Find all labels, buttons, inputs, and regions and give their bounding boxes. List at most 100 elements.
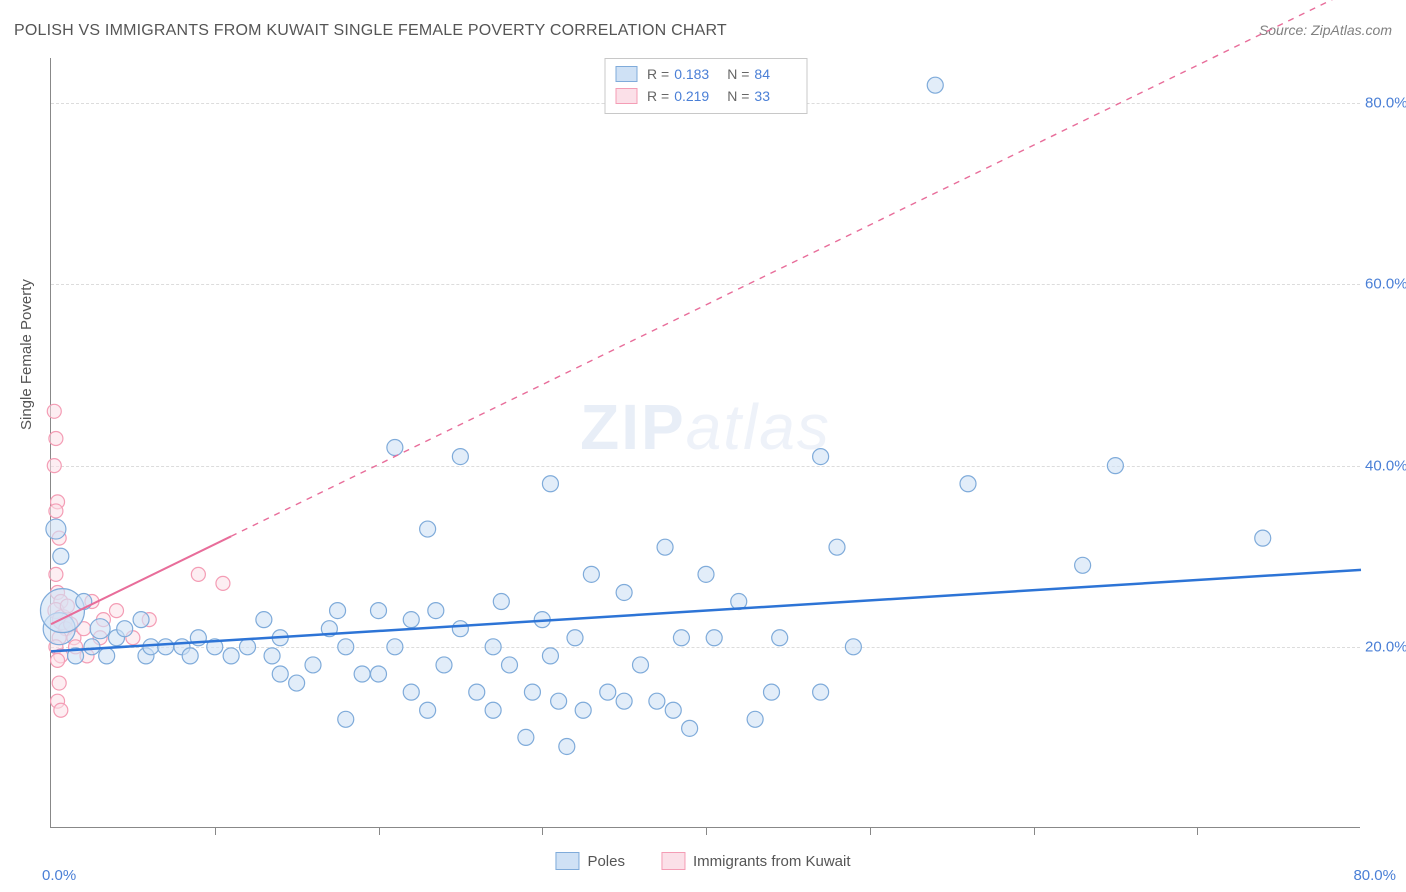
point-poles (371, 603, 387, 619)
swatch-kuwait (615, 88, 637, 104)
r-label: R = (647, 85, 669, 107)
point-poles (240, 639, 256, 655)
x-tick (706, 827, 707, 835)
r-label: R = (647, 63, 669, 85)
y-tick-label: 40.0% (1365, 457, 1406, 474)
point-poles (256, 612, 272, 628)
point-poles (524, 684, 540, 700)
point-poles (542, 476, 558, 492)
point-poles (633, 657, 649, 673)
x-tick (542, 827, 543, 835)
point-poles (665, 702, 681, 718)
stats-row-kuwait: R = 0.219 N = 33 (615, 85, 788, 107)
point-poles (567, 630, 583, 646)
chart-title: POLISH VS IMMIGRANTS FROM KUWAIT SINGLE … (14, 22, 727, 40)
point-poles (502, 657, 518, 673)
point-poles (272, 666, 288, 682)
point-poles (84, 639, 100, 655)
stats-box: R = 0.183 N = 84 R = 0.219 N = 33 (604, 58, 807, 114)
n-value-kuwait: 33 (754, 85, 770, 107)
plot-area: ZIPatlas 20.0%40.0%60.0%80.0% R = 0.183 … (50, 58, 1360, 828)
point-poles (829, 539, 845, 555)
point-poles (99, 648, 115, 664)
legend-item-poles: Poles (555, 852, 625, 870)
point-poles (452, 449, 468, 465)
point-poles (420, 702, 436, 718)
point-poles (772, 630, 788, 646)
point-kuwait (52, 676, 66, 690)
legend-item-kuwait: Immigrants from Kuwait (661, 852, 851, 870)
legend-label-poles: Poles (587, 853, 625, 870)
point-poles (682, 720, 698, 736)
y-tick-label: 20.0% (1365, 638, 1406, 655)
point-poles (436, 657, 452, 673)
r-value-poles: 0.183 (674, 63, 709, 85)
point-poles (1107, 458, 1123, 474)
point-poles (764, 684, 780, 700)
x-tick (870, 827, 871, 835)
point-poles (452, 621, 468, 637)
point-poles (673, 630, 689, 646)
point-poles (117, 621, 133, 637)
point-poles (289, 675, 305, 691)
point-poles (616, 693, 632, 709)
point-poles (616, 584, 632, 600)
point-kuwait (49, 504, 63, 518)
point-poles (485, 702, 501, 718)
point-kuwait (216, 576, 230, 590)
n-value-poles: 84 (754, 63, 770, 85)
point-poles (583, 566, 599, 582)
x-max-label: 80.0% (1353, 867, 1396, 884)
point-poles (428, 603, 444, 619)
x-tick (379, 827, 380, 835)
point-poles (387, 639, 403, 655)
point-poles (845, 639, 861, 655)
point-poles (182, 648, 198, 664)
point-kuwait (191, 567, 205, 581)
point-poles (133, 612, 149, 628)
point-poles (469, 684, 485, 700)
n-label: N = (727, 63, 749, 85)
point-kuwait (49, 431, 63, 445)
swatch-poles (555, 852, 579, 870)
point-poles (813, 684, 829, 700)
point-poles (264, 648, 280, 664)
point-poles (330, 603, 346, 619)
y-tick-label: 60.0% (1365, 276, 1406, 293)
source-attribution: Source: ZipAtlas.com (1259, 22, 1392, 38)
trendline-kuwait-solid (51, 536, 231, 624)
point-poles (600, 684, 616, 700)
point-kuwait (54, 703, 68, 717)
point-poles (493, 594, 509, 610)
point-poles (813, 449, 829, 465)
point-kuwait (49, 567, 63, 581)
point-poles (1075, 557, 1091, 573)
point-poles (143, 639, 159, 655)
point-poles (559, 738, 575, 754)
x-tick (1034, 827, 1035, 835)
point-poles (747, 711, 763, 727)
legend-label-kuwait: Immigrants from Kuwait (693, 853, 851, 870)
point-poles (223, 648, 239, 664)
r-value-kuwait: 0.219 (674, 85, 709, 107)
point-poles (485, 639, 501, 655)
swatch-poles (615, 66, 637, 82)
point-poles (338, 711, 354, 727)
legend-bottom: Poles Immigrants from Kuwait (537, 852, 868, 870)
n-label: N = (727, 85, 749, 107)
x-tick (1197, 827, 1198, 835)
point-poles (698, 566, 714, 582)
point-poles (403, 684, 419, 700)
point-poles (158, 639, 174, 655)
point-poles (649, 693, 665, 709)
point-kuwait (47, 459, 61, 473)
x-origin-label: 0.0% (42, 867, 76, 884)
scatter-svg (51, 58, 1360, 827)
point-kuwait (110, 604, 124, 618)
point-poles (575, 702, 591, 718)
point-poles (387, 440, 403, 456)
point-poles (542, 648, 558, 664)
point-poles (371, 666, 387, 682)
point-poles (518, 729, 534, 745)
point-poles (706, 630, 722, 646)
